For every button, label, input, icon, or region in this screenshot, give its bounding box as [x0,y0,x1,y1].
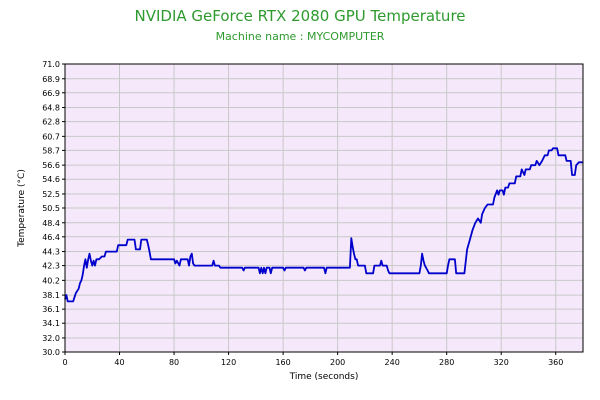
y-tick-label: 32.0 [42,334,60,343]
x-tick-label: 360 [548,358,563,367]
x-tick-label: 120 [221,358,236,367]
y-tick-label: 62.8 [42,118,60,127]
y-tick-label: 30.0 [42,348,60,357]
chart-subtitle: Machine name : MYCOMPUTER [215,30,385,43]
y-tick-label: 34.1 [42,319,60,328]
y-tick-label: 38.1 [42,291,60,300]
x-tick-label: 320 [494,358,509,367]
x-axis-ticks: 0 40 80 120 160 200 240 280 320 360 [62,352,563,367]
x-tick-label: 40 [114,358,124,367]
y-tick-label: 46.4 [42,233,60,242]
y-tick-label: 58.7 [42,146,60,155]
y-tick-label: 56.6 [42,161,60,170]
x-tick-label: 200 [330,358,345,367]
y-tick-label: 60.7 [42,132,60,141]
y-tick-label: 50.5 [42,204,60,213]
x-tick-label: 0 [62,358,67,367]
x-tick-label: 80 [169,358,179,367]
x-tick-label: 160 [275,358,290,367]
y-tick-label: 42.3 [42,262,60,271]
plot-frame [64,63,584,353]
y-tick-label: 68.9 [42,75,60,84]
y-tick-label: 71.0 [42,60,60,69]
y-tick-label: 40.2 [42,276,60,285]
y-tick-label: 44.3 [42,248,60,257]
x-tick-label: 240 [385,358,400,367]
y-tick-label: 64.8 [42,104,60,113]
x-axis-label: Time (seconds) [289,372,359,382]
chart-title: NVIDIA GeForce RTX 2080 GPU Temperature [134,7,466,25]
y-tick-label: 48.4 [42,219,60,228]
y-tick-label: 52.5 [42,190,60,199]
series-line [64,147,583,303]
y-axis-label: Temperature (°C) [17,169,27,248]
y-tick-label: 36.1 [42,305,60,314]
x-tick-label: 280 [439,358,454,367]
y-tick-label: 54.6 [42,175,60,184]
y-axis-ticks: 30.0 32.0 34.1 36.1 38.1 40.2 42.3 44.3 46.4 48.4… [42,60,65,357]
y-tick-label: 66.9 [42,89,60,98]
grid-lines [64,63,583,353]
